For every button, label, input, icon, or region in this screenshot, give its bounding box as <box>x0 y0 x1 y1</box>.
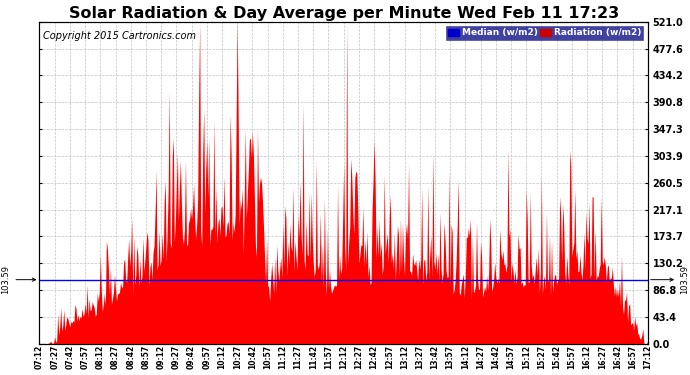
Text: Copyright 2015 Cartronics.com: Copyright 2015 Cartronics.com <box>43 32 195 41</box>
Text: 103.59: 103.59 <box>651 265 689 294</box>
Legend: Median (w/m2), Radiation (w/m2): Median (w/m2), Radiation (w/m2) <box>446 26 643 40</box>
Title: Solar Radiation & Day Average per Minute Wed Feb 11 17:23: Solar Radiation & Day Average per Minute… <box>68 6 619 21</box>
Text: 103.59: 103.59 <box>1 265 36 294</box>
